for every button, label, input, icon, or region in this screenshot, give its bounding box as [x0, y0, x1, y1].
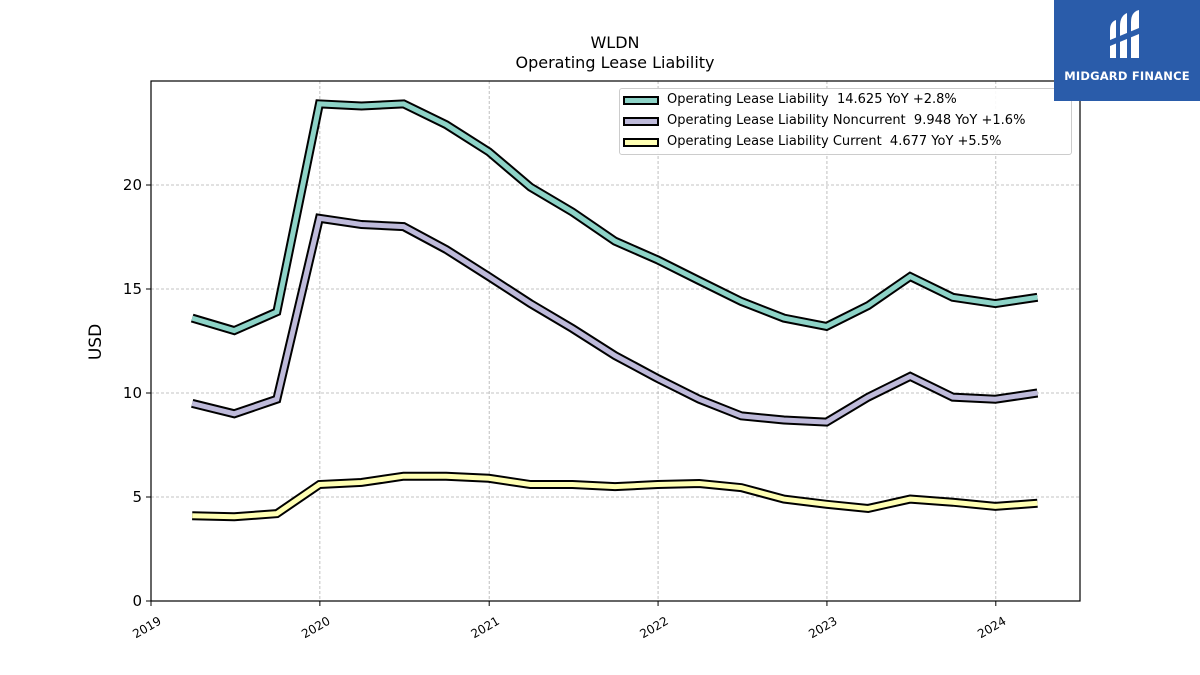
legend-label: Operating Lease Liability Noncurrent 9.9… — [667, 113, 1026, 128]
logo-wordmark: MIDGARD FINANCE — [1064, 69, 1190, 83]
legend-entry: Operating Lease Liability Noncurrent 9.9… — [620, 112, 1071, 132]
legend-label: Operating Lease Liability 14.625 YoY +2.… — [667, 92, 957, 107]
legend-swatch — [623, 138, 659, 147]
legend-label: Operating Lease Liability Current 4.677 … — [667, 134, 1002, 149]
series-layer — [190, 99, 1039, 522]
legend-entry: Operating Lease Liability 14.625 YoY +2.… — [620, 91, 1071, 111]
x-tick-label: 2023 — [806, 614, 839, 641]
legend-swatch — [623, 117, 659, 126]
x-tick-label: 2024 — [975, 614, 1008, 641]
legend-swatch — [623, 96, 659, 105]
x-tick-label: 2019 — [130, 614, 163, 641]
x-axis-ticks: 2019 2020 2021 2022 2023 2024 — [130, 601, 1009, 641]
chart-subtitle: Operating Lease Liability — [515, 53, 715, 72]
brand-logo: MIDGARD FINANCE — [1054, 0, 1200, 101]
chart-title: WLDN — [590, 33, 640, 52]
y-tick-label: 10 — [123, 384, 142, 402]
y-tick-label: 15 — [123, 280, 142, 298]
legend: Operating Lease Liability 14.625 YoY +2.… — [619, 88, 1072, 155]
series-line — [191, 215, 1038, 425]
x-tick-label: 2022 — [637, 614, 670, 641]
logo-mark-icon — [1110, 10, 1139, 58]
x-tick-label: 2021 — [468, 614, 501, 641]
y-axis-ticks: 0 5 10 15 20 — [123, 176, 151, 610]
plot-frame — [150, 80, 1081, 602]
y-axis-label: USD — [86, 324, 106, 360]
x-tick-label: 2020 — [299, 614, 332, 641]
legend-entry: Operating Lease Liability Current 4.677 … — [620, 133, 1071, 153]
series-outline — [191, 213, 1039, 427]
y-tick-label: 0 — [132, 592, 142, 610]
y-tick-label: 5 — [132, 488, 142, 506]
y-tick-label: 20 — [123, 176, 142, 194]
